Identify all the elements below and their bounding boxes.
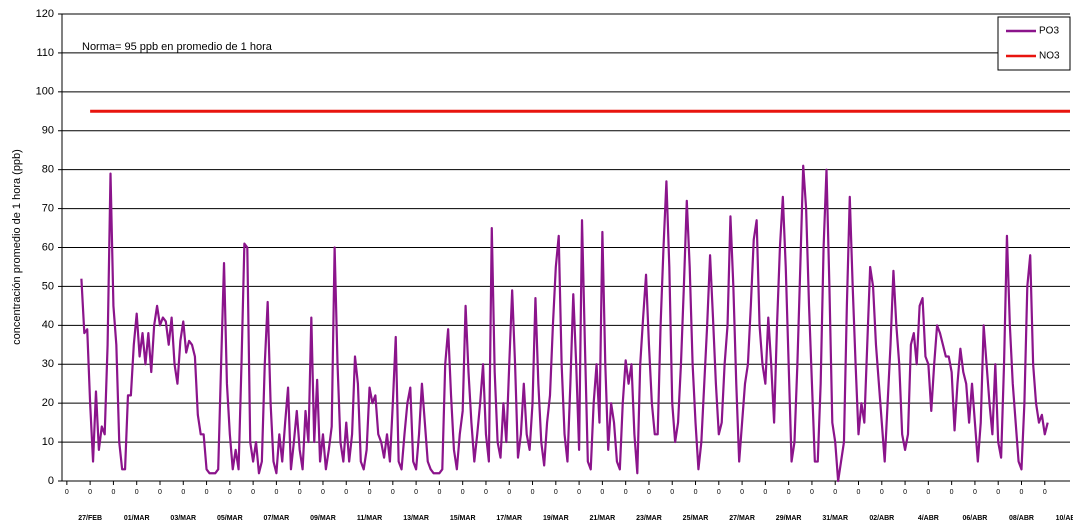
x-minor-tick-label: 0 xyxy=(670,489,674,496)
y-tick-label: 30 xyxy=(42,358,54,370)
x-minor-tick-label: 0 xyxy=(950,489,954,496)
x-tick-label: 03/MAR xyxy=(170,515,196,522)
x-tick-label: 31/MAR xyxy=(822,515,848,522)
x-minor-tick-label: 0 xyxy=(111,489,115,496)
x-tick-label: 29/MAR xyxy=(776,515,802,522)
x-minor-tick-label: 0 xyxy=(158,489,162,496)
x-minor-tick-label: 0 xyxy=(368,489,372,496)
x-tick-label: 01/MAR xyxy=(124,515,150,522)
x-minor-tick-label: 0 xyxy=(647,489,651,496)
y-tick-label: 0 xyxy=(48,475,54,487)
x-minor-tick-label: 0 xyxy=(344,489,348,496)
x-tick-label: 4/ABR xyxy=(918,515,939,522)
x-minor-tick-label: 0 xyxy=(810,489,814,496)
x-tick-label: 23/MAR xyxy=(636,515,662,522)
x-tick-label: 11/MAR xyxy=(357,515,382,522)
x-minor-tick-label: 0 xyxy=(857,489,861,496)
x-minor-tick-label: 0 xyxy=(763,489,767,496)
x-minor-tick-label: 0 xyxy=(1043,489,1047,496)
x-minor-tick-label: 0 xyxy=(437,489,441,496)
x-minor-tick-label: 0 xyxy=(787,489,791,496)
x-tick-label: 07/MAR xyxy=(264,515,290,522)
x-minor-tick-label: 0 xyxy=(531,489,535,496)
x-minor-tick-label: 0 xyxy=(135,489,139,496)
x-tick-label: 25/MAR xyxy=(683,515,709,522)
x-minor-tick-label: 0 xyxy=(461,489,465,496)
x-tick-label: 19/MAR xyxy=(543,515,569,522)
y-tick-label: 90 xyxy=(42,125,54,137)
x-minor-tick-label: 0 xyxy=(996,489,1000,496)
x-minor-tick-label: 0 xyxy=(274,489,278,496)
x-minor-tick-label: 0 xyxy=(926,489,930,496)
x-minor-tick-label: 0 xyxy=(694,489,698,496)
x-minor-tick-label: 0 xyxy=(600,489,604,496)
x-minor-tick-label: 0 xyxy=(717,489,721,496)
y-tick-label: 70 xyxy=(42,202,54,214)
x-minor-tick-label: 0 xyxy=(507,489,511,496)
x-tick-label: 09/MAR xyxy=(310,515,336,522)
y-tick-label: 80 xyxy=(42,164,54,176)
x-minor-tick-label: 0 xyxy=(880,489,884,496)
x-minor-tick-label: 0 xyxy=(321,489,325,496)
legend-box xyxy=(997,16,1071,71)
x-minor-tick-label: 0 xyxy=(205,489,209,496)
y-tick-label: 20 xyxy=(42,397,54,409)
y-tick-label: 100 xyxy=(36,86,54,98)
y-tick-label: 10 xyxy=(42,436,54,448)
x-tick-label: 05/MAR xyxy=(217,515,243,522)
x-minor-tick-label: 0 xyxy=(973,489,977,496)
x-tick-label: 13/MAR xyxy=(403,515,429,522)
x-tick-label: 06/ABR xyxy=(962,515,987,522)
x-minor-tick-label: 0 xyxy=(228,489,232,496)
x-tick-label: 15/MAR xyxy=(450,515,476,522)
y-tick-label: 110 xyxy=(36,47,54,59)
x-minor-tick-label: 0 xyxy=(833,489,837,496)
y-tick-label: 40 xyxy=(42,319,54,331)
legend-label: NO3 xyxy=(1039,51,1060,62)
x-tick-label: 21/MAR xyxy=(590,515,616,522)
data-line xyxy=(80,164,1049,483)
x-minor-tick-label: 0 xyxy=(88,489,92,496)
x-tick-label: 02/ABR xyxy=(869,515,894,522)
x-minor-tick-label: 0 xyxy=(740,489,744,496)
x-tick-label: 08/ABR xyxy=(1009,515,1034,522)
annotation: Norma= 95 ppb en promedio de 1 hora xyxy=(82,41,273,53)
legend-label: PO3 xyxy=(1039,26,1059,37)
x-minor-tick-label: 0 xyxy=(391,489,395,496)
x-minor-tick-label: 0 xyxy=(181,489,185,496)
y-tick-label: 60 xyxy=(42,241,54,253)
y-tick-label: 120 xyxy=(36,8,54,20)
y-tick-label: 50 xyxy=(42,280,54,292)
x-tick-label: 17/MAR xyxy=(496,515,522,522)
x-tick-label: 10/ABR xyxy=(1056,515,1073,522)
x-tick-label: 27/FEB xyxy=(78,515,102,522)
y-axis-label: concentración promedio de 1 hora (ppb) xyxy=(11,149,23,345)
x-minor-tick-label: 0 xyxy=(624,489,628,496)
x-minor-tick-label: 0 xyxy=(554,489,558,496)
x-minor-tick-label: 0 xyxy=(414,489,418,496)
x-minor-tick-label: 0 xyxy=(298,489,302,496)
x-tick-label: 27/MAR xyxy=(729,515,755,522)
x-minor-tick-label: 0 xyxy=(251,489,255,496)
x-minor-tick-label: 0 xyxy=(577,489,581,496)
x-minor-tick-label: 0 xyxy=(484,489,488,496)
x-minor-tick-label: 0 xyxy=(903,489,907,496)
x-minor-tick-label: 0 xyxy=(1020,489,1024,496)
x-minor-tick-label: 0 xyxy=(65,489,69,496)
